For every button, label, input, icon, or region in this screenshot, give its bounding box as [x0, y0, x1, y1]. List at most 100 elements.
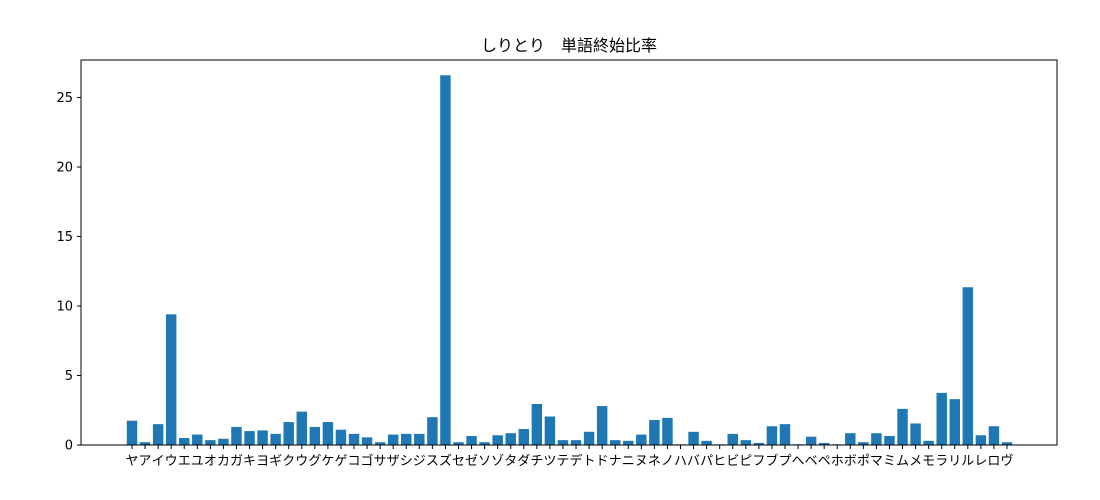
- x-tick-label: ゼ: [465, 454, 478, 469]
- bar-ジ: [414, 433, 425, 445]
- x-tick-label: ジ: [413, 454, 426, 469]
- bar-フ: [753, 442, 765, 445]
- x-tick-label: ケ: [321, 454, 334, 469]
- x-tick-label: コ: [348, 454, 361, 469]
- bar-ミ: [884, 435, 895, 445]
- bar-キ: [244, 431, 255, 445]
- x-tick-label: ゴ: [361, 453, 374, 469]
- x-tick-label: ウ: [295, 454, 308, 469]
- x-tick-label: ヒ: [713, 454, 726, 469]
- x-tick-label: ラ: [935, 454, 948, 469]
- bar-ボ: [845, 433, 856, 445]
- bar-メ: [910, 423, 921, 445]
- bar-ズ: [440, 75, 451, 445]
- bar-ル: [962, 287, 974, 445]
- bar-ザ: [387, 434, 399, 445]
- bar-ダ: [518, 429, 530, 445]
- bar-シ: [401, 433, 412, 445]
- bar-セ: [453, 442, 464, 445]
- bar-ペ: [818, 442, 830, 445]
- x-tick-label: ビ: [726, 454, 739, 469]
- bar-モ: [923, 440, 934, 445]
- x-tick-label: バ: [687, 454, 700, 469]
- x-tick-label: テ: [556, 454, 569, 469]
- x-axis: ヤアイウエユオカガキヨギクウグケゲコゴサザシジスズセゼソゾタダチツテデトドナニヌ…: [125, 445, 1014, 469]
- x-tick-label: ダ: [517, 454, 530, 469]
- x-tick-label: ロ: [987, 454, 1000, 469]
- x-tick-label: ペ: [818, 454, 831, 469]
- x-tick-label: オ: [204, 454, 217, 469]
- x-tick-label: ネ: [648, 454, 661, 469]
- bar-ポ: [858, 442, 869, 445]
- x-tick-label: パ: [700, 454, 713, 469]
- bar-オ: [205, 440, 216, 445]
- x-tick-label: ガ: [230, 454, 243, 469]
- bar-デ: [570, 440, 582, 445]
- x-tick-label: レ: [974, 454, 987, 469]
- bar-ゲ: [335, 429, 347, 445]
- bar-ピ: [740, 440, 752, 445]
- x-tick-label: ピ: [739, 454, 752, 469]
- bar-ネ: [649, 419, 660, 445]
- x-tick-label: カ: [217, 454, 230, 469]
- bar-ツ: [544, 416, 556, 445]
- x-tick-label: ズ: [439, 453, 452, 469]
- bar-コ: [348, 433, 360, 445]
- x-tick-label: ヌ: [635, 454, 648, 469]
- bar-マ: [871, 433, 882, 445]
- x-tick-label: ゲ: [334, 454, 347, 469]
- x-tick-label: イ: [152, 454, 165, 469]
- x-tick-label: ア: [139, 454, 152, 469]
- bar-リ: [949, 399, 960, 445]
- bar-ド: [596, 406, 608, 445]
- bar-グ: [309, 426, 321, 445]
- bar-バ: [688, 431, 699, 445]
- x-tick-label: ソ: [478, 454, 491, 469]
- x-tick-label: ト: [583, 454, 596, 469]
- bars-group: [126, 75, 1013, 445]
- y-axis: 0 5 10 15 20 25: [56, 91, 81, 454]
- bar-サ: [374, 442, 386, 445]
- bar-ヴ: [1001, 442, 1013, 445]
- bar-タ: [505, 433, 516, 445]
- x-tick-label: ス: [426, 454, 439, 469]
- x-tick-label: キ: [243, 454, 256, 469]
- chart-title: しりとり 単語終始比率: [481, 36, 657, 55]
- bar-カ: [218, 438, 229, 445]
- x-tick-label: ウ: [165, 454, 178, 469]
- y-tick-label: 20: [56, 161, 73, 176]
- bar-ゼ: [466, 435, 477, 445]
- y-tick-label: 15: [56, 230, 73, 245]
- x-tick-label: ノ: [661, 454, 674, 469]
- x-tick-label: ホ: [831, 454, 844, 469]
- bar-ゴ: [361, 437, 373, 445]
- x-tick-label: ヘ: [792, 454, 805, 469]
- bar-ロ: [988, 426, 1000, 445]
- bar-ア: [139, 442, 151, 445]
- bar-ト: [583, 431, 595, 445]
- x-tick-label: ル: [961, 454, 974, 469]
- bar-ノ: [662, 417, 673, 445]
- x-tick-label: ヨ: [256, 454, 269, 469]
- bar-ナ: [609, 440, 621, 445]
- x-tick-label: ポ: [857, 454, 870, 469]
- x-tick-label: ニ: [622, 454, 635, 469]
- x-tick-label: サ: [374, 454, 387, 469]
- x-tick-label: ヴ: [1000, 453, 1013, 469]
- bar-ケ: [322, 422, 334, 445]
- x-tick-label: フ: [752, 454, 765, 469]
- x-tick-label: マ: [870, 454, 883, 469]
- bar-ニ: [623, 440, 634, 445]
- x-tick-label: ボ: [844, 454, 857, 469]
- x-tick-label: ツ: [543, 454, 556, 469]
- bar-ユ: [192, 434, 203, 445]
- x-tick-label: ゾ: [491, 454, 504, 469]
- x-tick-label: チ: [530, 454, 543, 469]
- bar-プ: [779, 424, 791, 445]
- x-tick-label: エ: [178, 454, 191, 469]
- bar-チ: [531, 404, 543, 445]
- bar-レ: [975, 435, 987, 445]
- x-tick-label: グ: [308, 454, 321, 469]
- bar-ヨ: [257, 430, 268, 445]
